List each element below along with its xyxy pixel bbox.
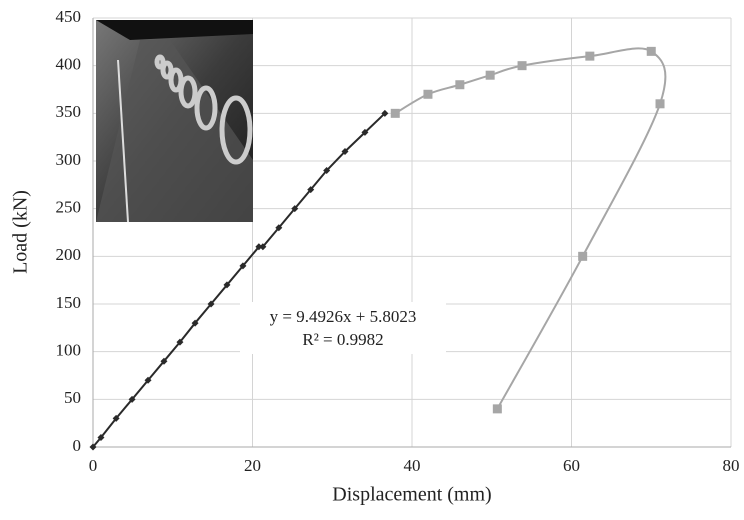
- y-tick-label: 50: [64, 388, 81, 407]
- marker: [381, 109, 389, 117]
- marker: [585, 51, 595, 61]
- y-tick-label: 200: [56, 245, 82, 264]
- marker: [89, 443, 97, 451]
- marker: [191, 319, 199, 327]
- y-tick-label: 300: [56, 150, 82, 169]
- marker: [97, 433, 105, 441]
- marker: [655, 99, 665, 109]
- x-tick-label: 60: [563, 456, 580, 475]
- marker: [239, 262, 247, 270]
- marker: [255, 243, 263, 251]
- y-tick-label: 250: [56, 198, 82, 217]
- marker: [646, 46, 656, 56]
- marker: [207, 300, 215, 308]
- x-tick-label: 0: [89, 456, 98, 475]
- marker: [323, 167, 331, 175]
- series-line: [92, 112, 386, 448]
- y-tick-label: 400: [56, 55, 82, 74]
- x-tick-label: 20: [244, 456, 261, 475]
- marker: [341, 147, 349, 155]
- x-tick-label: 80: [723, 456, 740, 475]
- marker: [492, 404, 502, 414]
- y-tick-label: 150: [56, 293, 82, 312]
- y-axis-title: Load (kN): [10, 190, 32, 274]
- marker: [128, 395, 136, 403]
- inset-photo: [96, 20, 253, 223]
- marker: [259, 243, 267, 251]
- marker: [517, 61, 527, 71]
- y-tick-label: 0: [73, 436, 82, 455]
- marker: [176, 338, 184, 346]
- series-line: [394, 47, 667, 410]
- y-tick-label: 100: [56, 341, 82, 360]
- marker: [390, 108, 400, 118]
- marker: [485, 70, 495, 80]
- annotation: y = 9.4926x + 5.8023: [270, 307, 417, 326]
- y-tick-label: 450: [56, 7, 82, 26]
- annotation: R² = 0.9982: [302, 330, 383, 349]
- marker: [578, 251, 588, 261]
- marker: [361, 128, 369, 136]
- marker: [112, 414, 120, 422]
- marker: [275, 224, 283, 232]
- marker: [160, 357, 168, 365]
- annotation-box: [240, 302, 446, 354]
- marker: [423, 89, 433, 99]
- marker: [307, 186, 315, 194]
- x-tick-label: 40: [404, 456, 421, 475]
- x-axis-title: Displacement (mm): [332, 484, 491, 506]
- marker: [455, 80, 465, 90]
- marker: [291, 205, 299, 213]
- marker: [223, 281, 231, 289]
- marker: [144, 376, 152, 384]
- y-tick-label: 350: [56, 102, 82, 121]
